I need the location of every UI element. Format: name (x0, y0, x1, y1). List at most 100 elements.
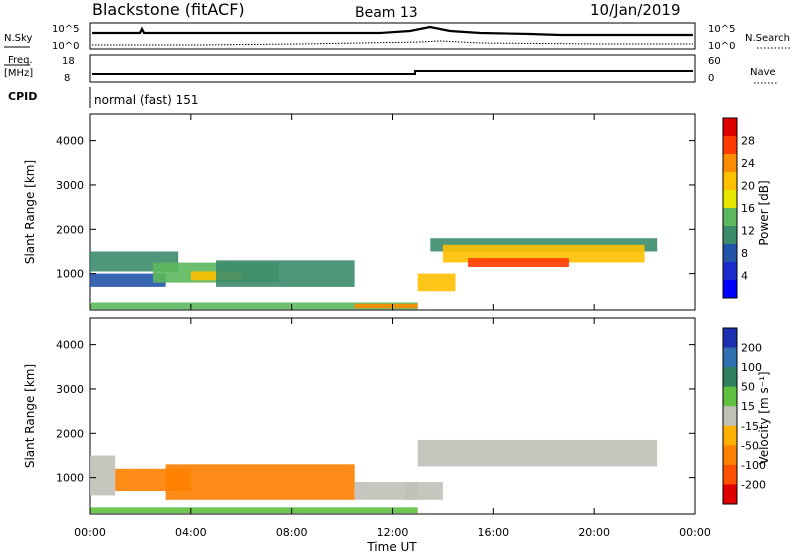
velocity-colorbar-tick-3: 15 (741, 400, 755, 413)
velocity-band-4 (90, 507, 418, 514)
velocity-band-0 (90, 455, 116, 496)
noise-left-tick-top: 10^5 (52, 24, 79, 35)
velocity-colorbar-tick-5: -50 (741, 439, 759, 452)
velocity-band-3 (354, 482, 418, 500)
power-ytick-label-2: 2000 (56, 223, 84, 236)
x-tick-label-6: 00:00 (679, 526, 711, 539)
nave-label: Nave (750, 67, 776, 78)
power-panel: 4000 3000 2000 1000 Slant Range [km] (23, 113, 696, 311)
velocity-band-5 (405, 482, 443, 500)
velocity-data (90, 439, 658, 514)
freq-right-tick-bottom: 0 (708, 73, 714, 84)
x-axis-label: Time UT (366, 540, 417, 554)
freq-right-tick-top: 60 (708, 56, 721, 67)
x-tick-label-5: 20:00 (578, 526, 610, 539)
x-tick-label-1: 04:00 (175, 526, 207, 539)
velocity-colorbar-swatch-6 (723, 445, 737, 466)
freq-label-1: Freq. (8, 55, 33, 66)
velocity-band-6 (417, 439, 658, 467)
x-axis: 00:00 04:00 08:00 12:00 16:00 20:00 00:00 (74, 526, 711, 539)
x-tick-label-3: 12:00 (377, 526, 409, 539)
freq-left-tick-bottom: 8 (64, 73, 70, 84)
noise-sky-trace (92, 25, 693, 37)
power-colorbar-tick-1: 24 (741, 157, 755, 170)
power-colorbar-tick-4: 12 (741, 225, 755, 238)
x-tick-label-4: 16:00 (477, 526, 509, 539)
velocity-colorbar-swatch-3 (723, 386, 737, 407)
velocity-colorbar: 200 100 50 15 -15 -50 -100 -200 Velocity [m s⁻¹… (722, 327, 771, 505)
velocity-band-2 (165, 464, 355, 500)
power-band-9 (442, 244, 645, 263)
cpid-value: normal (fast) 151 (94, 93, 198, 107)
freq-left-tick-top: 18 (62, 56, 75, 67)
velocity-colorbar-swatch-8 (723, 484, 737, 505)
cpid-row: CPID normal (fast) 151 (8, 87, 198, 108)
velocity-panel: 4000 3000 2000 1000 Slant Range [km] (23, 317, 696, 515)
noise-panel: N.Sky 10^5 10^0 10^5 10^0 N.Search (4, 22, 792, 52)
velocity-yticks: 4000 3000 2000 1000 (56, 318, 696, 514)
power-ytick-label-0: 4000 (56, 135, 84, 148)
velocity-ytick-label-2: 2000 (56, 427, 84, 440)
power-colorbar-swatch-6 (723, 226, 737, 245)
beam-title: Beam 13 (355, 5, 418, 21)
power-band-1 (90, 273, 166, 287)
velocity-colorbar-tick-6: -100 (741, 459, 766, 472)
x-tick-label-2: 08:00 (276, 526, 308, 539)
velocity-colorbar-tick-7: -200 (741, 478, 766, 491)
power-colorbar-tick-5: 8 (741, 247, 748, 260)
noise-right-tick-top: 10^5 (708, 24, 735, 35)
power-colorbar-tick-0: 28 (741, 135, 755, 148)
power-colorbar-swatch-4 (723, 190, 737, 209)
power-colorbar-swatch-5 (723, 208, 737, 227)
velocity-colorbar-label: Velocity [m s⁻¹] (757, 371, 771, 464)
power-ytick-label-1: 3000 (56, 179, 84, 192)
power-colorbar-tick-2: 20 (741, 180, 755, 193)
power-colorbar-swatch-7 (723, 244, 737, 263)
power-yticks: 4000 3000 2000 1000 (56, 114, 696, 310)
velocity-ytick-label-3: 1000 (56, 472, 84, 485)
power-colorbar: 28 24 20 16 12 8 4 Power [dB] (722, 117, 771, 299)
power-ytick-label-3: 1000 (56, 268, 84, 281)
noise-right-tick-bottom: 10^0 (708, 41, 735, 52)
velocity-colorbar-swatch-4 (723, 406, 737, 427)
power-colorbar-swatch-2 (723, 154, 737, 173)
velocity-colorbar-swatch-2 (723, 367, 737, 388)
power-band-5 (90, 302, 418, 310)
power-colorbar-swatch-0 (723, 118, 737, 137)
velocity-colorbar-tick-1: 100 (741, 361, 762, 374)
power-colorbar-tick-3: 16 (741, 202, 755, 215)
power-band-4 (216, 260, 355, 287)
power-colorbar-label: Power [dB] (757, 180, 771, 245)
velocity-ytick-label-1: 3000 (56, 383, 84, 396)
velocity-colorbar-swatch-1 (723, 347, 737, 368)
velocity-colorbar-tick-4: -15 (741, 420, 759, 433)
station-title: Blackstone (fitACF) (92, 0, 245, 19)
power-data (90, 238, 658, 310)
velocity-colorbar-tick-0: 200 (741, 342, 762, 355)
freq-trace (92, 70, 693, 75)
date-title: 10/Jan/2019 (590, 1, 681, 19)
power-colorbar-tick-6: 4 (741, 270, 748, 283)
power-colorbar-swatch-3 (723, 172, 737, 191)
velocity-colorbar-swatch-7 (723, 464, 737, 485)
power-colorbar-frame (722, 117, 738, 299)
velocity-ylabel: Slant Range [km] (23, 364, 37, 468)
power-band-6 (354, 303, 418, 309)
noise-left-tick-bottom: 10^0 (52, 41, 79, 52)
noise-search-label: N.Search (745, 33, 790, 44)
freq-panel: Freq. [MHz] 18 8 60 0 Nave (4, 54, 778, 84)
noise-search-trace (92, 40, 693, 46)
noise-sky-label: N.Sky (4, 33, 32, 44)
velocity-ytick-label-0: 4000 (56, 339, 84, 352)
freq-label-2: [MHz] (4, 68, 33, 79)
velocity-colorbar-frame (722, 327, 738, 505)
power-band-7 (417, 273, 456, 292)
power-ylabel: Slant Range [km] (23, 160, 37, 264)
cpid-label: CPID (8, 90, 37, 103)
power-colorbar-swatch-8 (723, 262, 737, 281)
power-colorbar-swatch-1 (723, 136, 737, 155)
velocity-colorbar-swatch-0 (723, 328, 737, 349)
velocity-colorbar-tick-2: 50 (741, 381, 755, 394)
power-colorbar-swatch-9 (723, 280, 737, 299)
